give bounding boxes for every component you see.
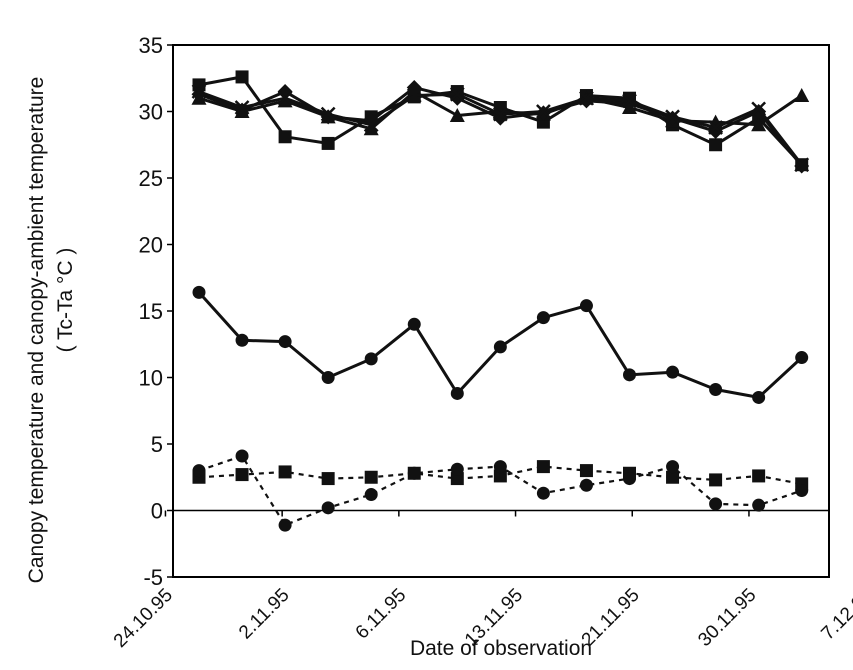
data-point xyxy=(709,382,723,396)
data-point xyxy=(407,466,421,480)
data-point xyxy=(579,464,593,478)
data-point xyxy=(579,90,594,106)
data-point xyxy=(751,101,767,117)
data-point xyxy=(709,138,723,152)
data-point xyxy=(751,117,767,132)
y-axis-subtitle: ( Tc-Ta °C ) xyxy=(54,248,77,353)
data-point xyxy=(406,88,422,103)
data-point xyxy=(278,518,292,532)
y-tick-label: 20 xyxy=(139,233,163,258)
data-point xyxy=(235,333,249,347)
data-point xyxy=(321,136,335,150)
data-point xyxy=(407,317,421,331)
y-tick-label: 10 xyxy=(139,366,163,391)
data-point xyxy=(191,86,207,102)
data-point xyxy=(450,462,464,476)
data-point xyxy=(277,93,293,108)
data-point xyxy=(321,501,335,515)
data-point xyxy=(235,70,249,84)
y-tick-label: 25 xyxy=(139,166,163,191)
data-point xyxy=(795,351,809,365)
data-point xyxy=(666,460,680,474)
data-point xyxy=(449,86,465,102)
data-point xyxy=(320,106,336,122)
data-point xyxy=(364,352,378,366)
x-tick-label: 6.11.95 xyxy=(352,585,411,644)
data-point xyxy=(235,468,249,482)
x-tick-label: 2.11.95 xyxy=(235,585,294,644)
data-point xyxy=(449,107,465,122)
y-tick-label: 5 xyxy=(151,432,163,457)
series-6 xyxy=(192,460,809,491)
data-point xyxy=(752,498,766,512)
y-tick-label: 30 xyxy=(139,100,163,125)
series-4 xyxy=(191,84,810,173)
x-tick-label: 7.12.95 xyxy=(818,585,853,645)
data-point xyxy=(192,285,206,299)
data-point xyxy=(666,470,680,484)
y-tick-label: 35 xyxy=(139,33,163,58)
x-axis-title: Date of observation xyxy=(410,637,592,660)
y-tick-label: 15 xyxy=(139,299,163,324)
data-point xyxy=(278,335,292,349)
data-point xyxy=(708,120,723,135)
y-axis-title: Canopy temperature and canopy-ambient te… xyxy=(25,77,48,584)
x-tick-label: 24.10.95 xyxy=(110,585,177,652)
data-point xyxy=(709,473,723,487)
data-point xyxy=(666,365,680,379)
data-point xyxy=(192,464,206,478)
data-point xyxy=(623,368,636,382)
data-point xyxy=(579,478,593,492)
data-point xyxy=(536,104,551,119)
data-point xyxy=(493,469,507,483)
data-point xyxy=(191,84,207,99)
data-point xyxy=(278,130,292,144)
data-point xyxy=(363,117,379,133)
data-point xyxy=(493,460,507,474)
data-point xyxy=(278,465,292,479)
data-point xyxy=(364,470,378,484)
series-7 xyxy=(192,449,809,532)
data-point xyxy=(234,100,250,115)
data-point xyxy=(622,93,637,109)
y-tick-label: 0 xyxy=(151,499,163,524)
data-point xyxy=(709,497,723,511)
data-point xyxy=(752,390,766,404)
data-point xyxy=(492,106,508,122)
data-point xyxy=(493,340,507,354)
data-point xyxy=(536,460,550,474)
data-point xyxy=(536,311,550,325)
data-point xyxy=(795,484,809,498)
series-5 xyxy=(192,285,809,404)
data-point xyxy=(623,472,636,486)
data-point xyxy=(752,469,766,483)
data-point xyxy=(277,90,293,106)
data-point xyxy=(579,299,593,313)
data-point xyxy=(235,449,249,463)
data-point xyxy=(665,109,680,125)
data-point xyxy=(321,371,335,384)
data-point xyxy=(794,157,810,173)
data-point xyxy=(364,488,378,502)
data-point xyxy=(321,472,335,486)
x-tick-label: 30.11.95 xyxy=(694,585,760,651)
y-tick-label: -5 xyxy=(143,565,163,590)
data-point xyxy=(450,472,464,486)
data-point xyxy=(536,486,550,500)
data-point xyxy=(794,88,810,103)
data-point xyxy=(450,386,464,400)
